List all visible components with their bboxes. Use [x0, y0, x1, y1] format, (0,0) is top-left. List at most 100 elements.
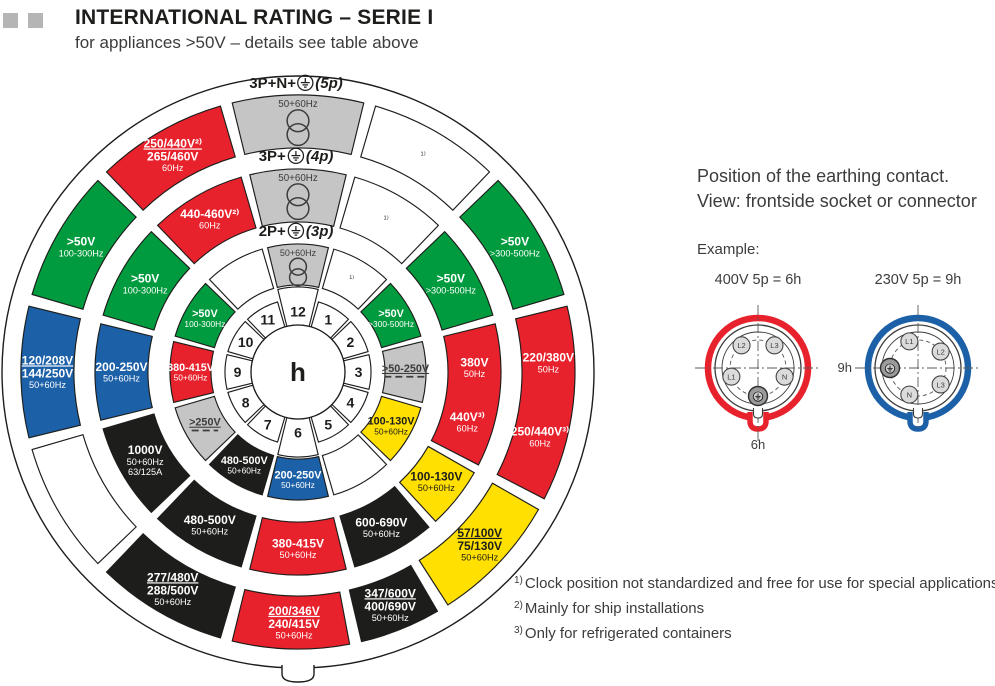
wheel-ring-5p: [20, 94, 576, 650]
segment-voltage: 250/440V²⁾: [144, 136, 202, 150]
segment-frequency: 50+60Hz: [278, 99, 318, 110]
segment-voltage: 200/346V: [268, 604, 319, 618]
ring-segment: [321, 434, 388, 496]
ring-segment: [339, 176, 440, 265]
segment-voltage: 250/440V³⁾: [511, 425, 569, 439]
shape: [752, 391, 764, 402]
ring-segment: [31, 434, 137, 565]
earthing-heading-line1: Position of the earthing contact.: [697, 166, 950, 186]
segment-frequency: 50+60Hz: [276, 630, 313, 640]
transformer-symbol-icon: [286, 122, 310, 147]
ring-segment: [31, 179, 137, 310]
pin-l3: [931, 375, 950, 394]
segment-frequency: 50+60Hz: [174, 373, 208, 383]
pin-label: L3: [936, 380, 944, 389]
segment-frequency: 100-300Hz: [184, 319, 225, 329]
segment-voltage: 1000V: [128, 443, 163, 457]
segment-frequency: 50+60Hz: [227, 466, 261, 476]
segment-voltage: 380-415V: [167, 362, 215, 374]
segment-frequency: 50+60Hz: [29, 380, 66, 390]
ring-segment: [339, 485, 430, 568]
segment-voltage: >50V: [378, 308, 404, 320]
footnote-marker: 1): [514, 575, 523, 586]
shape: [297, 74, 314, 92]
shape: [884, 363, 896, 374]
earth-symbol-icon: [297, 74, 314, 92]
segment-voltage: 265/460V: [147, 149, 198, 163]
ring-segment: [94, 323, 153, 421]
ring-segment: [459, 179, 565, 310]
segment-voltage: 57/100V: [457, 526, 502, 540]
ring-label-prefix: 3P+: [259, 148, 286, 165]
position-label: 9h: [838, 360, 852, 375]
ring-band-label-4p: 3P+ (4p): [259, 147, 334, 165]
segment-frequency: 60Hz: [529, 438, 551, 448]
segment-voltage: 440V³⁾: [450, 410, 485, 424]
segment-voltage: 480-500V: [221, 455, 269, 467]
segment-frequency: 50+60Hz: [127, 457, 164, 467]
connector-example-230v-9h: 230V 5p = 9h L1 L2 L3 N 9h: [838, 272, 981, 432]
footnote-text: Mainly for ship installations: [524, 600, 705, 617]
ring-segment: [266, 455, 330, 501]
segment-frequency: >300-500Hz: [368, 319, 414, 329]
ring-labels-4p: 50+60Hz¹⁾>50V>300-500Hz380V50Hz440V³⁾60H…: [95, 173, 488, 560]
segment-frequency: 50+60Hz: [363, 529, 400, 539]
decorative-square: [28, 13, 43, 28]
segment-frequency: 50+60Hz: [280, 248, 317, 258]
ring-segment: [405, 230, 494, 331]
ring-segment: [102, 230, 191, 331]
ring-segment: [360, 105, 491, 211]
footnote-text: Clock position not standardized and free…: [524, 575, 995, 592]
segment-frequency: >300-500Hz: [490, 248, 541, 258]
ring-segment: [231, 94, 365, 156]
earth-symbol-icon: [287, 147, 305, 165]
ring-segment: [430, 323, 502, 466]
ring-segment: [360, 395, 422, 462]
footnote: 1) Clock position not standardized and fr…: [514, 572, 995, 593]
segment-frequency: 50+60Hz: [103, 374, 140, 384]
pin-label: L1: [905, 337, 913, 346]
segment-voltage: 240/415V: [268, 617, 319, 631]
transformer-symbol-icon: [288, 268, 308, 287]
pin-label: L2: [737, 341, 745, 350]
ring-segment: [398, 445, 476, 523]
ring-labels-3p: 50+60Hz¹⁾>50V>300-500Hz>50-250V100-130V5…: [167, 248, 430, 490]
ring-segment: [208, 248, 275, 310]
pin-l2: [931, 342, 950, 361]
page-title: INTERNATIONAL RATING – SERIE I: [75, 6, 434, 29]
segment-frequency: 60Hz: [162, 163, 184, 173]
clock-number: 2: [346, 334, 354, 350]
ring-labels-5p: 50+60Hz¹⁾>50V>300-500Hz220/380V50Hz250/4…: [22, 99, 574, 640]
pin-label: L3: [770, 341, 778, 350]
footnote-text: Only for refrigerated containers: [524, 625, 732, 642]
connector-example-400v-6h: 400V 5p = 6h L1 L2 L3 N 6h: [695, 272, 821, 452]
segment-frequency: 60Hz: [199, 221, 221, 231]
segment-voltage: >50V: [131, 272, 159, 286]
transformer-symbol-icon: [286, 109, 310, 133]
segment-voltage: >50V: [501, 235, 529, 249]
segment-frequency: 50+60Hz: [374, 426, 408, 436]
ring-label-suffix: (4p): [306, 148, 334, 165]
ring-label-suffix: (3p): [306, 223, 334, 240]
transformer-symbol-icon: [286, 196, 310, 221]
segment-voltage: >250V: [189, 417, 221, 429]
segment-voltage: 400/690V: [365, 599, 416, 613]
segment-frequency: 50+60Hz: [191, 526, 228, 536]
ring-segment: [381, 340, 427, 404]
pin-label: L1: [727, 372, 735, 381]
ring-label-suffix: (5p): [315, 75, 343, 92]
clock-number: 7: [264, 416, 272, 432]
segment-frequency: ¹⁾: [384, 214, 389, 224]
example-label: Example:: [697, 241, 760, 258]
ring-segment: [208, 434, 275, 496]
segment-voltage: 380-415V: [272, 536, 324, 550]
transformer-symbol-icon: [288, 257, 308, 276]
clock-number: 8: [242, 394, 250, 410]
ring-segment: [174, 395, 236, 462]
clock-number: 9: [234, 364, 242, 380]
clock-number: 12: [290, 304, 306, 320]
clock-number: 10: [238, 334, 254, 350]
connector-inner-keyway: [912, 408, 924, 419]
segment-voltage: 440-460V²⁾: [180, 207, 239, 221]
